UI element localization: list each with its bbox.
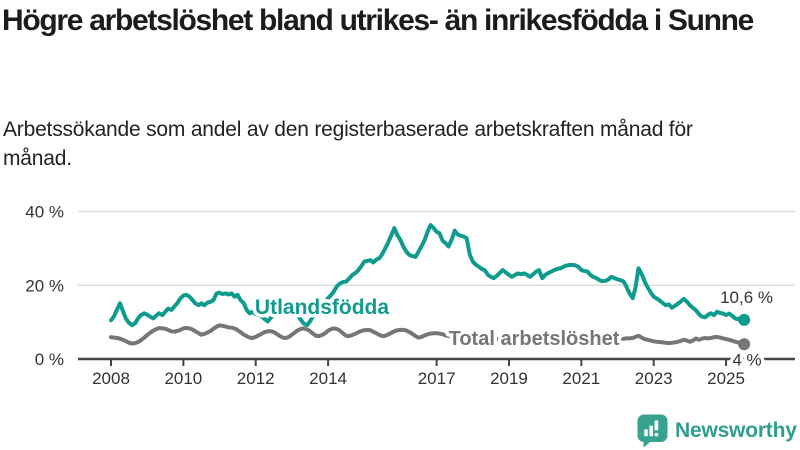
series-labels: Utlandsfödda Total arbetslöshet 10,6 % 4 %: [251, 285, 776, 374]
x-tick-label-2017: 2017: [418, 369, 456, 388]
logo-exclamation-dot: [654, 433, 659, 437]
x-tick-label-2010: 2010: [164, 369, 202, 388]
page-title: Högre arbetslöshet bland utrikes- än inr…: [2, 4, 754, 37]
newsworthy-logo-icon: [637, 414, 668, 448]
newsworthy-wordmark: Newsworthy: [675, 419, 797, 442]
y-tick-label-40: 40 %: [25, 203, 64, 222]
line-utlandsfödda: [109, 223, 747, 328]
x-tick-label-2025: 2025: [707, 369, 745, 388]
gridlines: 0 % 20 % 40 %: [25, 203, 795, 369]
logo-exclamation-bar: [654, 420, 659, 431]
end-dot-total-arbetslöshet: [738, 338, 751, 351]
end-dot-utlandsfödda: [738, 313, 751, 326]
end-value-label-total: 4 %: [732, 351, 761, 370]
logo-bar-short: [644, 429, 648, 437]
end-value-label-utlandsfodda: 10,6 %: [720, 288, 773, 307]
x-axis: 2008 2010 2012 2014 2017 2019 2021 2023 2025: [78, 357, 795, 388]
x-tick-label-2021: 2021: [562, 369, 600, 388]
x-tick-label-2014: 2014: [309, 369, 347, 388]
x-tick-label-2008: 2008: [92, 369, 130, 388]
y-tick-label-20: 20 %: [25, 276, 64, 295]
logo-bar-tall: [649, 425, 653, 437]
x-tick-label-2019: 2019: [490, 369, 528, 388]
y-tick-label-0: 0 %: [35, 350, 64, 369]
data-series: [109, 223, 747, 347]
chart-subtitle: Arbetssökande som andel av den registerb…: [3, 118, 693, 170]
series-label-total-arbetslöshet: Total arbetslöshet: [449, 328, 620, 350]
x-tick-label-2012: 2012: [237, 369, 275, 388]
series-label-utlandsfödda: Utlandsfödda: [255, 296, 389, 319]
newsworthy-logo-link[interactable]: Newsworthy: [637, 413, 797, 449]
line-total-arbetslöshet: [109, 323, 747, 347]
x-tick-label-2023: 2023: [635, 369, 673, 388]
